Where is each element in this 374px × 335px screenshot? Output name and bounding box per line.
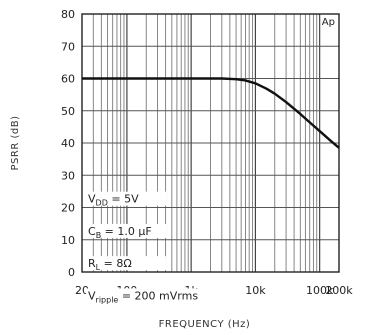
y-tick-label: 50 [61,105,75,118]
series-layer [82,77,340,149]
condition-background [86,191,166,206]
condition-text: CB = 1.0 µF [88,225,152,240]
condition-line: Vripple = 200 mVrms [86,288,230,304]
x-tick-label: 10k [245,284,266,297]
y-axis-label: PSRR (dB) [10,116,21,171]
y-tick-label: 60 [61,73,75,86]
y-tick-label: 40 [61,137,75,150]
y-tick-label: 30 [61,169,75,182]
condition-line: RL = 8Ω [86,256,166,272]
psrr-curve [82,77,340,149]
condition-text: Vripple = 200 mVrms [88,289,198,304]
condition-text: RL = 8Ω [88,257,132,272]
condition-text: VDD = 5V [88,193,139,208]
condition-background [86,256,166,271]
x-tick-label: 200k [325,284,353,297]
test-conditions: VDD = 5V CB = 1.0 µF RL = 8Ω Vripple = 200 … [86,191,230,304]
y-tick-label: 70 [61,40,75,53]
condition-line: VDD = 5V [86,191,166,208]
y-tick-label: 10 [61,234,75,247]
x-tick-label: 100k [306,284,334,297]
x-axis-label: FREQUENCY (Hz) [159,319,251,330]
condition-line: CB = 1.0 µF [86,223,166,240]
condition-background [86,288,230,303]
y-tick-label: 0 [68,266,75,279]
condition-background [86,223,166,238]
chart-tag: Ap [322,17,335,28]
x-tick-label: 20 [75,284,89,297]
plot-border [81,13,340,273]
y-tick-label: 20 [61,202,75,215]
y-tick-label: 80 [61,8,75,21]
plot-frame [81,13,340,273]
